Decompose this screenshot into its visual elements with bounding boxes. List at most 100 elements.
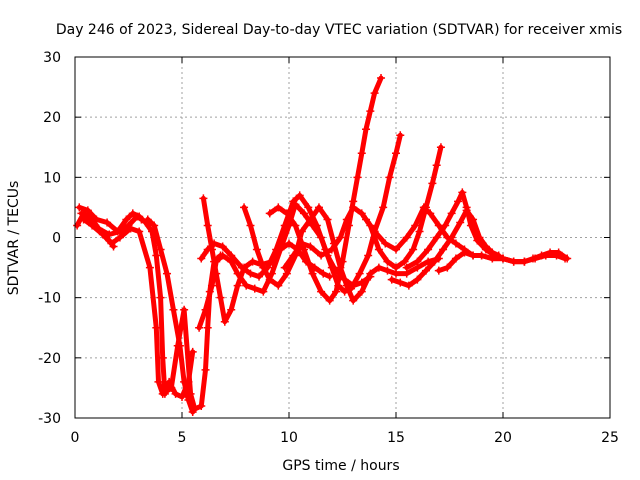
data-point-marker <box>458 188 467 197</box>
data-point-marker <box>246 269 255 278</box>
data-point-marker <box>291 221 300 230</box>
data-point-marker <box>336 233 345 242</box>
data-point-marker <box>509 257 518 266</box>
data-point-marker <box>355 269 364 278</box>
data-point-marker <box>265 275 274 284</box>
data-point-marker <box>400 257 409 266</box>
data-point-marker <box>156 293 165 302</box>
data-point-marker <box>477 251 486 260</box>
data-point-marker <box>280 221 289 230</box>
data-point-marker <box>212 269 221 278</box>
y-tick-label: 10 <box>43 170 61 186</box>
data-point-marker <box>441 221 450 230</box>
data-point-marker <box>216 293 225 302</box>
data-point-marker <box>265 209 274 218</box>
data-point-marker <box>454 197 463 206</box>
data-point-marker <box>447 233 456 242</box>
data-point-marker <box>188 347 197 356</box>
data-point-marker <box>357 287 366 296</box>
y-tick-label: -30 <box>38 411 61 427</box>
data-point-marker <box>377 74 386 83</box>
data-point-marker <box>289 251 298 260</box>
data-point-marker <box>481 245 490 254</box>
data-point-marker <box>103 218 112 227</box>
data-point-marker <box>451 239 460 248</box>
data-point-marker <box>402 263 411 272</box>
data-point-marker <box>314 203 323 212</box>
data-point-marker <box>317 251 326 260</box>
data-point-marker <box>152 251 161 260</box>
data-point-marker <box>180 377 189 386</box>
data-point-marker <box>178 392 186 401</box>
data-point-marker <box>323 215 332 224</box>
data-point-marker <box>385 173 394 182</box>
data-point-marker <box>171 389 180 398</box>
data-point-marker <box>145 263 154 272</box>
data-point-marker <box>415 227 424 236</box>
data-point-marker <box>488 254 497 263</box>
data-point-marker <box>233 281 242 290</box>
data-point-marker <box>306 242 315 251</box>
data-point-marker <box>207 245 216 254</box>
data-point-marker <box>439 245 448 254</box>
data-point-marker <box>327 245 336 254</box>
data-point-marker <box>135 227 144 236</box>
data-series-arc-4 <box>81 216 223 412</box>
data-point-marker <box>473 236 482 245</box>
data-point-marker <box>554 248 563 257</box>
data-point-marker <box>248 257 257 266</box>
data-point-marker <box>259 287 268 296</box>
data-point-marker <box>447 209 456 218</box>
data-point-marker <box>79 215 88 224</box>
data-point-marker <box>252 245 261 254</box>
data-point-marker <box>404 281 413 290</box>
data-point-marker <box>392 149 400 158</box>
x-tick-label: 20 <box>494 430 512 446</box>
y-tick-label: 20 <box>43 110 61 126</box>
data-point-marker <box>325 296 334 305</box>
data-point-marker <box>362 215 371 224</box>
data-point-marker <box>327 263 336 272</box>
data-point-marker <box>520 257 529 266</box>
data-point-marker <box>250 284 259 293</box>
data-point-marker <box>460 248 469 257</box>
data-point-marker <box>154 377 163 386</box>
data-point-marker <box>349 296 358 305</box>
data-point-marker <box>383 257 392 266</box>
data-point-marker <box>203 221 212 230</box>
data-point-marker <box>188 407 197 416</box>
data-point-marker <box>195 323 204 332</box>
data-point-marker <box>419 203 428 212</box>
data-point-marker <box>357 209 366 218</box>
data-point-marker <box>255 272 264 281</box>
data-point-marker <box>274 203 283 212</box>
data-point-marker <box>150 221 159 230</box>
y-axis-label: SDTVAR / TECUs <box>6 181 22 296</box>
data-point-marker <box>218 251 227 260</box>
x-tick-label: 5 <box>178 430 187 446</box>
data-point-marker <box>175 341 184 350</box>
data-point-marker <box>201 305 210 314</box>
data-point-marker <box>374 245 383 254</box>
data-point-marker <box>469 251 478 260</box>
data-point-marker <box>383 266 392 275</box>
data-point-marker <box>280 263 289 272</box>
data-point-marker <box>364 251 373 260</box>
data-point-marker <box>443 263 452 272</box>
data-point-marker <box>197 401 206 410</box>
x-tick-label: 15 <box>387 430 405 446</box>
data-point-marker <box>184 395 193 404</box>
data-point-marker <box>332 287 341 296</box>
data-point-marker <box>319 269 328 278</box>
x-tick-label: 0 <box>71 430 80 446</box>
data-point-marker <box>289 197 298 206</box>
data-point-marker <box>285 239 293 248</box>
data-point-marker <box>295 191 304 200</box>
x-axis-label: GPS time / hours <box>282 458 399 474</box>
y-tick-label: 30 <box>43 50 61 66</box>
data-point-marker <box>282 269 291 278</box>
data-point-marker <box>392 263 400 272</box>
data-point-marker <box>203 323 212 332</box>
data-point-marker <box>357 149 366 158</box>
